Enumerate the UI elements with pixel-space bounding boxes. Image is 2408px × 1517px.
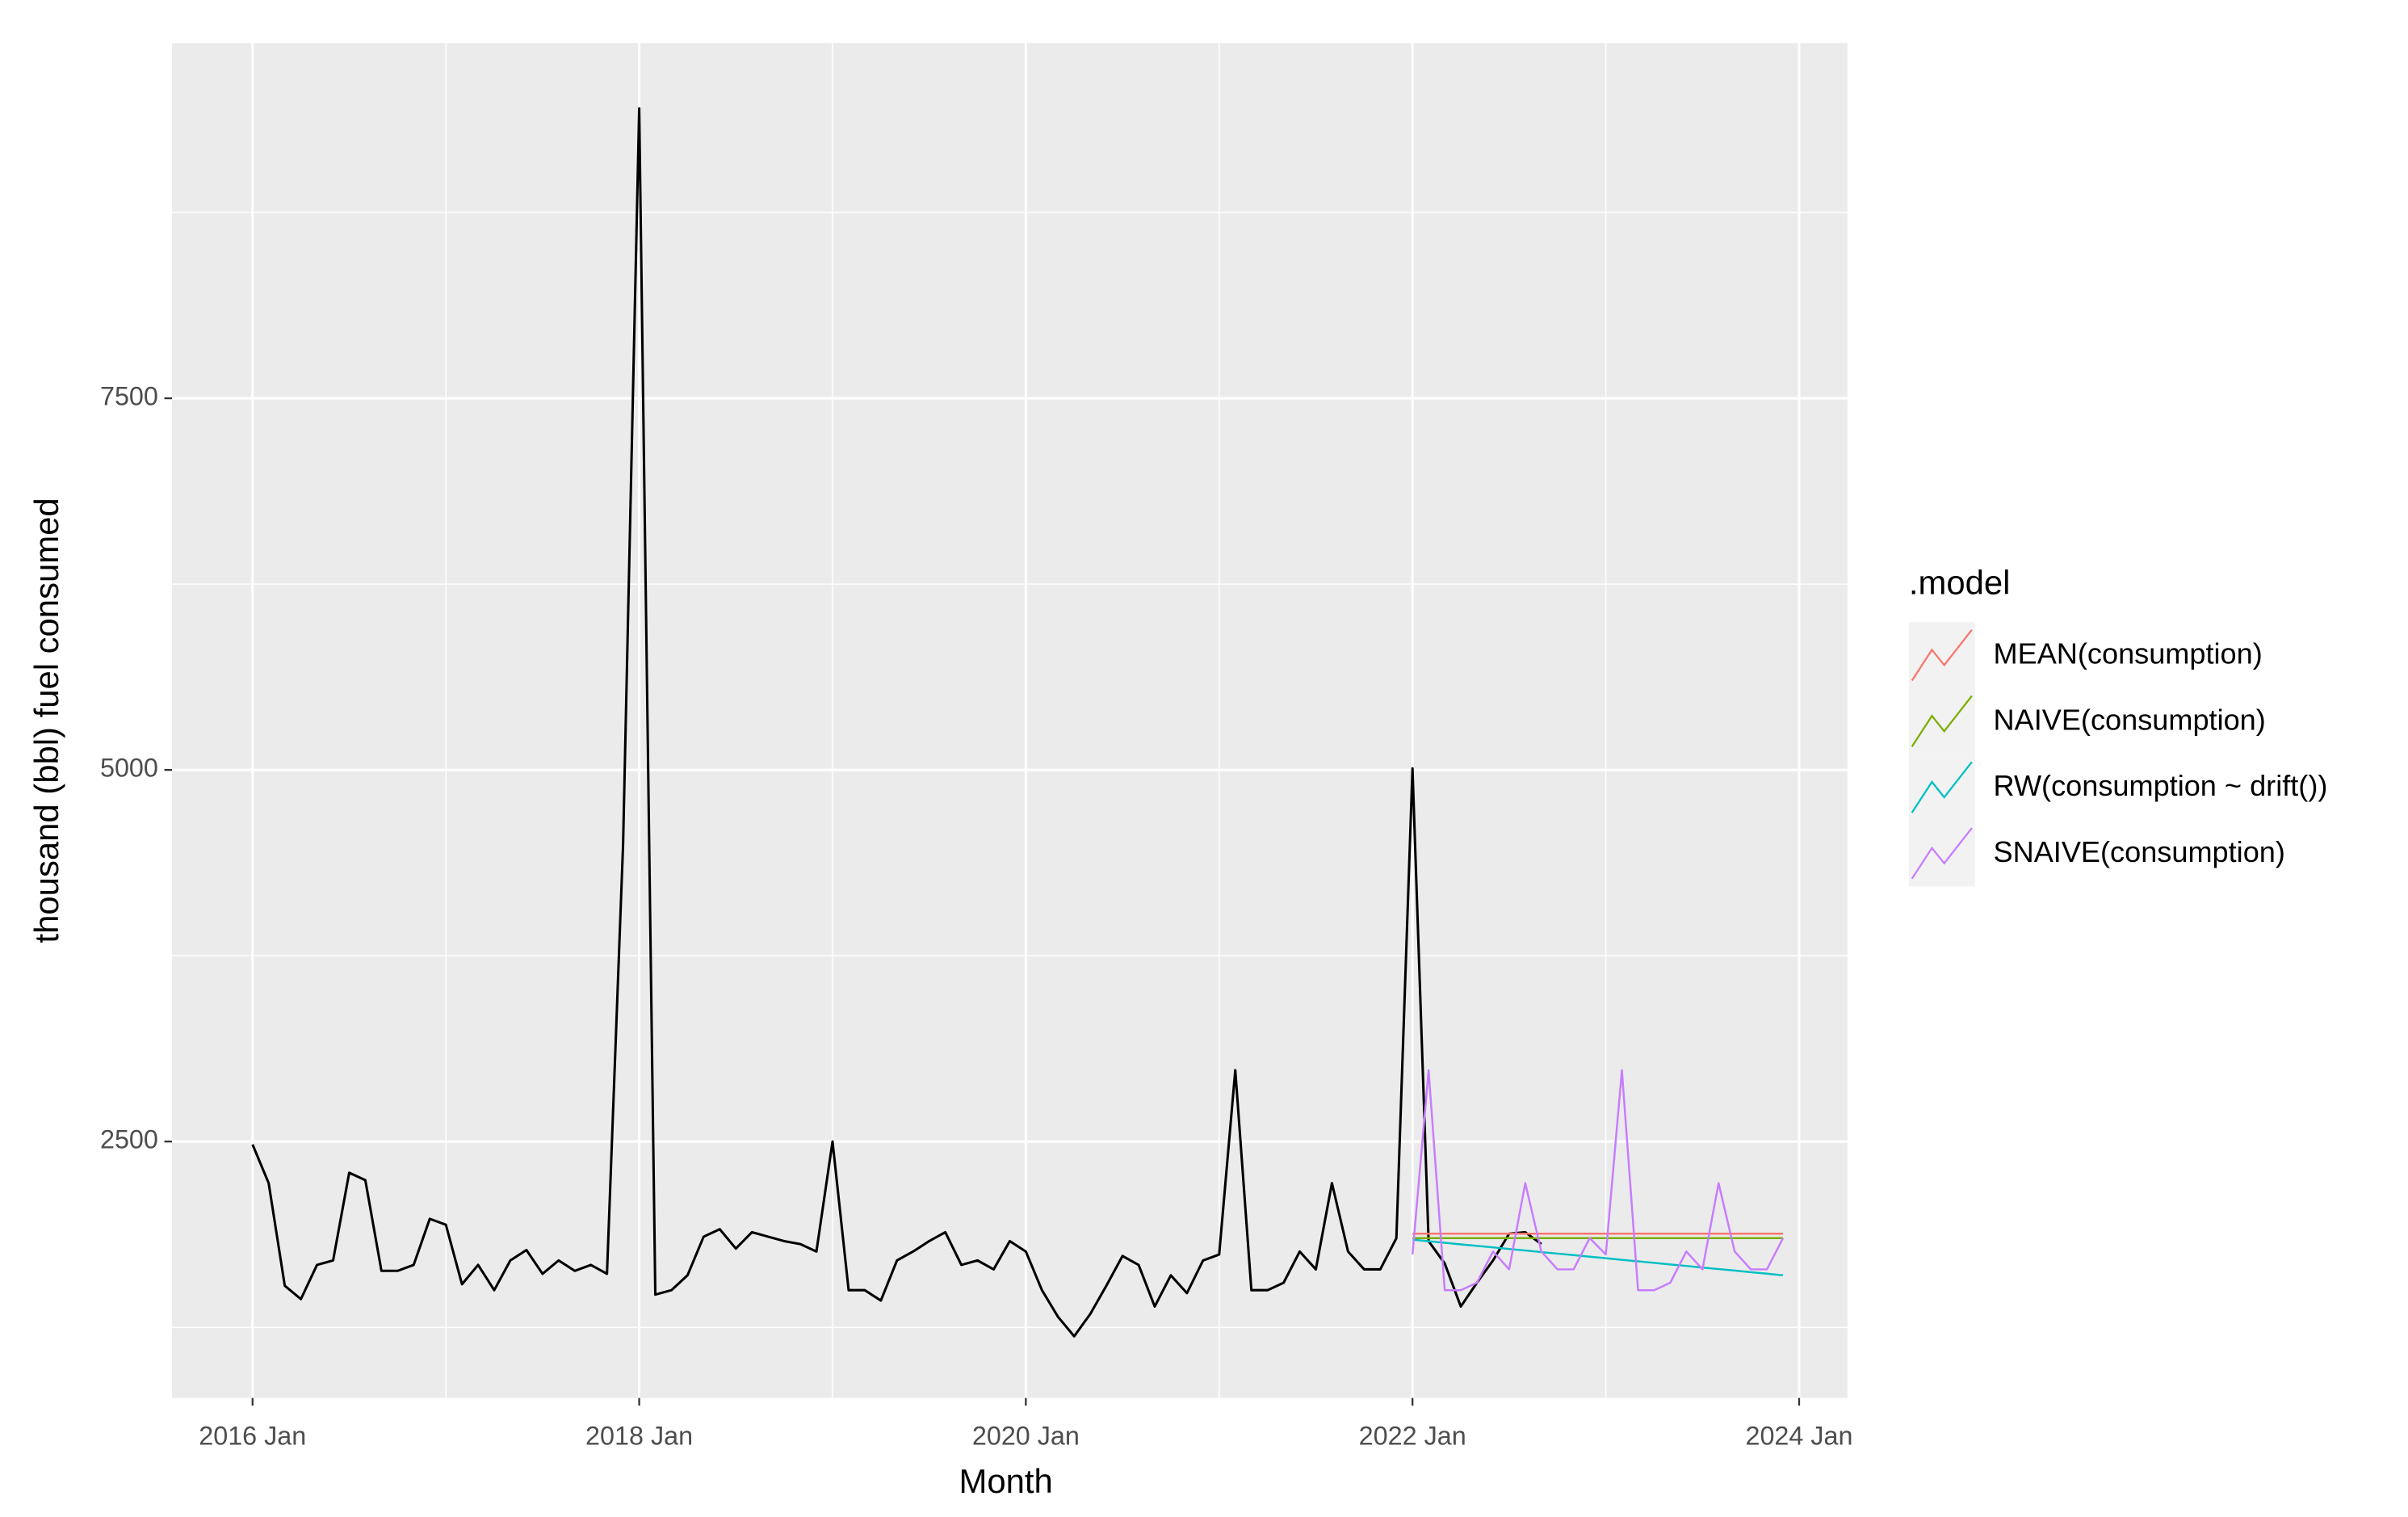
- legend-key: [1908, 622, 1975, 688]
- y-tick-label: 5000: [100, 754, 158, 783]
- legend-label: MEAN(consumption): [1994, 637, 2263, 670]
- plot-area: [172, 43, 1848, 1398]
- legend-swatch: [1911, 827, 1973, 880]
- legend-swatch: [1911, 629, 1973, 682]
- x-tick-label: 2024 Jan: [1745, 1422, 1852, 1451]
- x-tick-label: 2018 Jan: [585, 1422, 693, 1451]
- legend-key: [1908, 820, 1975, 887]
- legend-swatch: [1911, 761, 1973, 813]
- forecast-line: [1411, 1069, 1785, 1292]
- legend-key: [1908, 754, 1975, 821]
- forecast-line: [1412, 1238, 1784, 1277]
- legend-swatch: [1911, 695, 1973, 747]
- legend-label: SNAIVE(consumption): [1994, 835, 2285, 868]
- legend-label: NAIVE(consumption): [1994, 703, 2266, 736]
- observed-line: [251, 107, 1542, 1338]
- x-tick-label: 2020 Jan: [972, 1422, 1080, 1451]
- y-tick-label: 7500: [100, 382, 158, 411]
- plot-background: [172, 43, 1848, 1398]
- legend-label: RW(consumption ~ drift()): [1994, 769, 2328, 802]
- x-tick-label: 2022 Jan: [1359, 1422, 1466, 1451]
- x-tick-label: 2016 Jan: [199, 1422, 306, 1451]
- y-axis-label: thousand (bbl) fuel consumed: [27, 498, 65, 943]
- legend-title: .model: [1909, 564, 2011, 602]
- y-tick-label: 2500: [100, 1125, 158, 1154]
- legend-key: [1908, 687, 1975, 754]
- x-axis-label: Month: [959, 1462, 1053, 1500]
